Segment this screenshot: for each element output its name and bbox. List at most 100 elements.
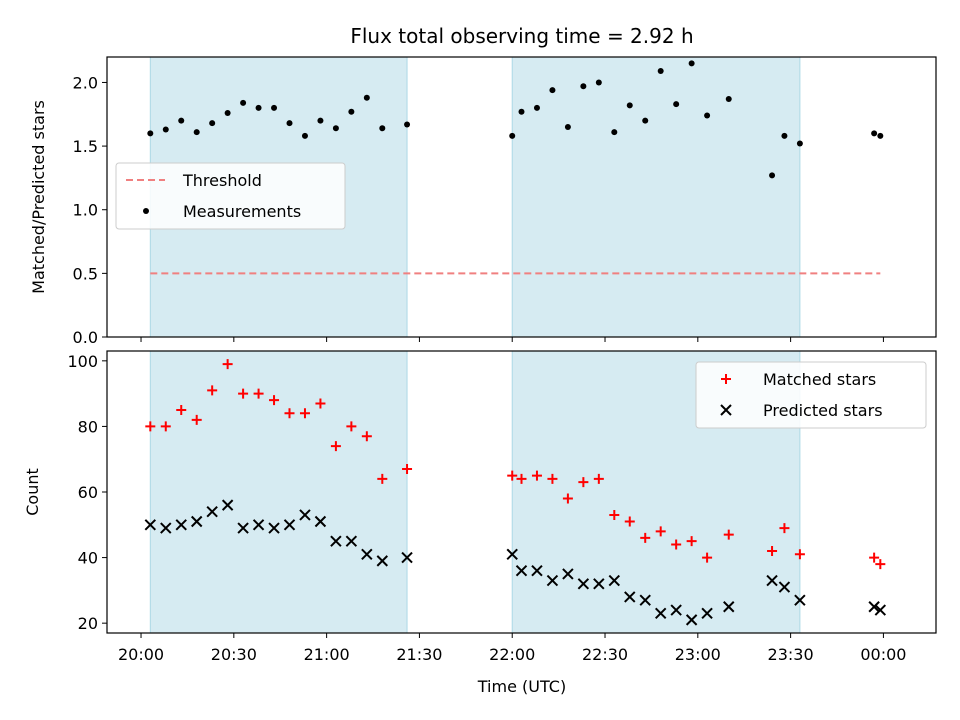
data-point (869, 552, 880, 563)
data-point (507, 470, 518, 481)
data-point (767, 546, 778, 557)
data-point (253, 388, 264, 399)
y-tick-label: 80 (78, 417, 98, 436)
data-point (147, 130, 154, 137)
data-point (506, 548, 518, 561)
data-point (237, 522, 249, 534)
data-point (221, 499, 234, 511)
legend-label: Predicted stars (763, 401, 883, 420)
data-point (145, 421, 156, 432)
x-axis-label: Time (UTC) (477, 677, 566, 696)
data-point (160, 421, 171, 432)
data-point (301, 132, 308, 139)
data-point (268, 522, 280, 534)
y-tick-label: 0.0 (73, 328, 98, 347)
y-tick-label: 2.0 (73, 73, 98, 92)
data-point (404, 121, 411, 128)
data-point (332, 125, 339, 132)
data-point (701, 607, 713, 620)
data-point (162, 126, 169, 133)
data-point (686, 536, 697, 547)
legend-marker (720, 404, 732, 416)
data-point (207, 385, 218, 396)
y-tick-label: 40 (78, 549, 98, 568)
data-point (317, 117, 324, 124)
data-point (685, 614, 698, 626)
data-point (595, 79, 602, 86)
data-point (255, 104, 262, 111)
data-point (578, 477, 589, 488)
data-point (547, 473, 558, 484)
data-point (193, 129, 200, 136)
y-tick-label: 60 (78, 483, 98, 502)
data-point (877, 132, 884, 139)
data-point (723, 529, 734, 540)
data-point (206, 505, 218, 518)
data-point (363, 94, 370, 101)
top-panel: 0.0 0.5 1.0 1.5 2.0 Matched/Predicted stars Th… (29, 56, 937, 347)
data-point (657, 68, 664, 74)
y-tick-label: 1.0 (73, 201, 98, 220)
data-point (348, 108, 355, 115)
data-point (564, 124, 571, 130)
data-point (191, 414, 202, 425)
data-point (593, 473, 604, 484)
legend-box (115, 162, 346, 230)
data-point (271, 104, 278, 111)
x-tick-label: 23:00 (675, 645, 721, 664)
data-point (704, 112, 711, 119)
data-point (509, 132, 516, 139)
data-point (361, 548, 373, 561)
data-point (531, 564, 543, 577)
data-point (766, 574, 778, 587)
data-point (376, 555, 389, 567)
data-point (283, 519, 296, 531)
x-tick-label: 21:00 (304, 645, 350, 664)
data-point (345, 535, 358, 547)
data-point (562, 493, 573, 504)
data-point (518, 108, 525, 115)
data-point (769, 172, 776, 179)
legend-box (695, 361, 927, 429)
data-point (269, 395, 280, 406)
x-tick-label: 23:30 (768, 645, 814, 664)
x-tick-label: 20:30 (211, 645, 257, 664)
data-point (315, 398, 326, 409)
data-point (533, 104, 540, 111)
shaded-interval (149, 350, 408, 634)
legend-label: Matched stars (763, 370, 876, 389)
data-point (314, 515, 327, 528)
x-tick-label: 22:30 (582, 645, 628, 664)
data-point (160, 522, 172, 534)
x-tick-label: 22:00 (489, 645, 535, 664)
data-point (222, 359, 233, 370)
bottom-panel: 20 40 60 80 100 20:00 20:30 21:00 21:30 22:00 22:3… (23, 350, 937, 664)
data-point (639, 594, 651, 606)
data-point (346, 421, 357, 432)
data-point (673, 101, 680, 108)
data-point (361, 431, 372, 442)
data-point (611, 129, 618, 136)
y-tick-label: 100 (67, 352, 98, 371)
data-point (402, 464, 413, 475)
legend-marker (143, 208, 149, 214)
data-point (580, 83, 587, 90)
data-point (190, 515, 203, 528)
data-point (688, 60, 695, 67)
data-point (562, 568, 574, 580)
data-point (515, 564, 528, 577)
data-point (299, 408, 310, 419)
y-tick-label: 1.5 (73, 137, 98, 156)
data-point (608, 574, 621, 587)
data-point (702, 552, 713, 563)
data-point (723, 601, 735, 613)
y-tick-label: 0.5 (73, 264, 98, 283)
data-point (624, 516, 635, 527)
data-point (546, 574, 559, 587)
data-point (531, 470, 542, 481)
legend-label: Measurements (183, 202, 301, 221)
data-point (401, 551, 413, 564)
data-point (875, 559, 886, 570)
data-point (144, 519, 157, 531)
